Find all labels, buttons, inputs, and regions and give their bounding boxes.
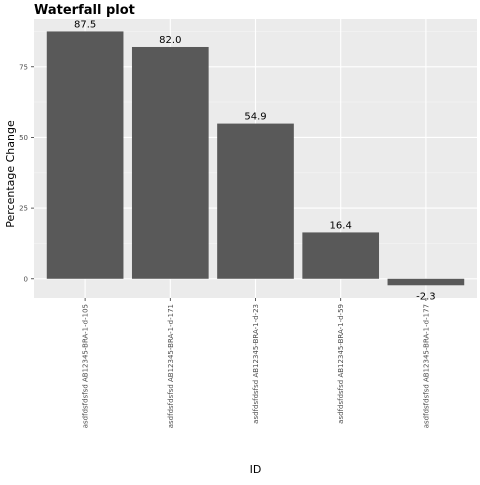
- y-tick-label: 0: [24, 275, 28, 283]
- data-label: 16.4: [330, 220, 352, 231]
- bar: [217, 123, 294, 279]
- bars-group: [46, 31, 465, 286]
- bar: [131, 46, 209, 279]
- data-label: -2.3: [416, 291, 436, 302]
- x-tick-label: asdfdsfdsfsd AB12345-BRA-1-d-171: [167, 304, 175, 428]
- x-tick-label: asdfdsfdsfsd AB12345-BRA-1-d-23: [252, 304, 260, 424]
- x-axis-title: ID: [250, 463, 262, 476]
- x-tick-label: asdfdsfdsfsd AB12345-BRA-1-d-105: [82, 304, 90, 428]
- x-axis: asdfdsfdsfsd AB12345-BRA-1-d-105 asdfdsfd…: [82, 298, 430, 428]
- data-label: 54.9: [244, 112, 266, 123]
- bar: [302, 232, 380, 279]
- data-labels-group: 87.5 82.0 54.9 16.4 -2.3: [74, 19, 436, 302]
- data-label: 82.0: [159, 35, 181, 46]
- bar: [46, 31, 124, 279]
- y-axis-title: Percentage Change: [4, 120, 17, 228]
- y-tick-label: 25: [19, 205, 28, 213]
- y-tick-label: 50: [19, 134, 28, 142]
- y-axis: 0 25 50 75: [19, 63, 34, 283]
- y-tick-label: 75: [19, 63, 28, 71]
- x-tick-label: asdfdsfdsfsd AB12345-BRA-1-d-177: [422, 304, 430, 428]
- bar: [387, 278, 465, 286]
- x-tick-label: asdfdsfdsfsd AB12345-BRA-1-d-59: [337, 304, 345, 424]
- chart-title: Waterfall plot: [34, 3, 135, 18]
- data-label: 87.5: [74, 19, 96, 30]
